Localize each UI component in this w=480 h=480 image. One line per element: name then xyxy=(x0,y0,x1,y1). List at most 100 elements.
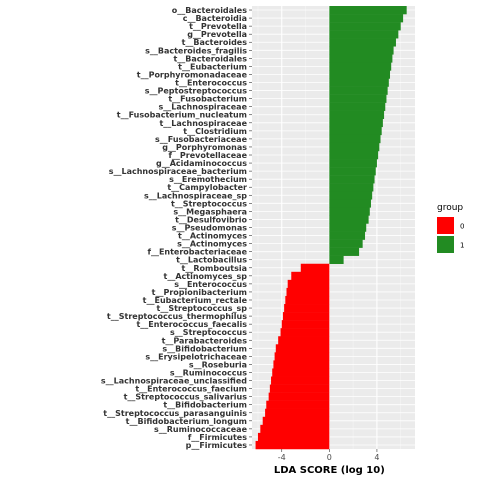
legend-swatch xyxy=(437,236,454,253)
category-label: g__Prevotella xyxy=(187,30,247,39)
category-label: s__Eremothecium xyxy=(169,175,247,184)
category-label: s__Bacteroides_fragilis xyxy=(145,46,247,55)
category-label: t__Romboutsia xyxy=(182,264,247,273)
category-label: s__Peptostreptococcus xyxy=(145,87,248,96)
x-tick-label: 0 xyxy=(327,453,332,462)
legend: group 0 1 xyxy=(437,203,464,253)
bar xyxy=(278,336,330,345)
bar xyxy=(329,231,366,240)
category-label: t__Lactobacillus xyxy=(176,256,247,265)
bar xyxy=(329,6,407,15)
category-label: s__Fusobacteriaceae xyxy=(155,135,248,144)
category-label: s__Enterococcus xyxy=(174,280,247,289)
category-label: t__Prevotella xyxy=(189,22,247,31)
category-label: t__Actinomyces xyxy=(178,232,247,241)
legend-label: 0 xyxy=(460,223,464,231)
bar xyxy=(285,295,330,305)
category-label: s__Bifidobacterium xyxy=(162,344,247,353)
category-label: s__Ruminococcus xyxy=(170,368,247,377)
category-label: t__Lachnospiraceae xyxy=(159,119,247,128)
category-label: t__Streptococcus_salivarius xyxy=(124,393,248,402)
bar xyxy=(329,62,392,71)
bar xyxy=(329,159,377,168)
bar xyxy=(266,400,330,409)
bar xyxy=(274,352,330,361)
category-label: t__Campylobacter xyxy=(167,183,247,192)
category-label: f__Firmicutes xyxy=(188,433,247,442)
category-label: s__Streptococcus xyxy=(170,328,247,337)
category-label: s__Roseburia xyxy=(189,360,247,369)
bar xyxy=(329,191,373,200)
category-label: t__Propionibacterium xyxy=(152,288,247,297)
bar xyxy=(329,134,381,144)
bar xyxy=(269,384,330,393)
category-label: t__Fusobacterium_nucleatum xyxy=(117,111,247,120)
bar xyxy=(329,22,401,31)
bar xyxy=(287,279,330,289)
x-axis-title: LDA SCORE (log 10) xyxy=(274,465,385,476)
bar xyxy=(282,312,330,321)
category-label: t__Bifidobacterium xyxy=(163,401,247,410)
category-label: t__Enterococcus_faecalis xyxy=(136,320,247,329)
bar xyxy=(265,408,330,418)
category-label: t__Fusobacterium xyxy=(168,95,247,104)
x-tick-label: 4 xyxy=(374,453,379,462)
bars-group xyxy=(255,6,407,450)
bar xyxy=(329,255,344,264)
category-label: g__Porphyromonas xyxy=(162,143,247,152)
category-label: o__Bacteroidales xyxy=(172,6,247,15)
bar xyxy=(329,86,388,95)
category-label: s__Ruminococcaceae xyxy=(154,425,248,434)
category-label: t__Desulfovibrio xyxy=(175,215,247,224)
bar xyxy=(329,247,360,256)
category-label: g__Acidaminococcus xyxy=(156,159,247,168)
category-label: t__Enterococcus xyxy=(175,79,247,88)
bar xyxy=(329,126,382,136)
bar xyxy=(329,150,379,160)
category-label: t__Streptococcus_parasanguinis xyxy=(103,409,247,418)
bar xyxy=(255,440,330,450)
category-label: t__Actinomyces_sp xyxy=(164,272,248,281)
category-label: t__Bacteroidales xyxy=(173,54,247,63)
bar xyxy=(329,110,385,120)
bar xyxy=(329,183,374,192)
bar xyxy=(286,287,330,297)
bar xyxy=(257,432,330,442)
category-label: t__Bifidobacterium_longum xyxy=(126,417,247,426)
category-label: t__Clostridium xyxy=(183,127,247,136)
category-label: t__Streptococcus_sp xyxy=(157,304,248,313)
category-label: t__Eubacterium xyxy=(178,62,247,71)
bar xyxy=(329,223,367,232)
category-label: t__Bacteroides xyxy=(182,38,248,47)
category-label: t__Streptococcus_thermophilus xyxy=(107,312,247,321)
bar xyxy=(271,376,330,385)
bar xyxy=(280,328,330,337)
category-label: s__Lachnospiraceae_bacterium xyxy=(109,167,247,176)
x-tick-labels: -4 0 4 xyxy=(278,449,379,462)
category-label: t__Enterococcus_faecium xyxy=(135,385,247,394)
bar xyxy=(329,167,376,176)
bar xyxy=(329,14,404,23)
bar xyxy=(329,142,380,152)
category-label: s__Lachnospiraceae_unclassified xyxy=(101,377,247,386)
bar xyxy=(300,263,330,273)
x-tick-label: -4 xyxy=(278,453,286,462)
category-label: t__Parabacteroides xyxy=(162,336,248,345)
bar xyxy=(291,271,330,281)
bar xyxy=(275,344,330,353)
category-label: p__Firmicutes xyxy=(186,441,248,450)
category-label: f__Enterobacteriaceae xyxy=(147,248,247,257)
bar xyxy=(329,207,370,216)
bar xyxy=(262,416,330,426)
category-label: s__Pseudomonas xyxy=(172,224,248,233)
bar xyxy=(329,199,371,208)
bar xyxy=(329,215,369,224)
category-label: c__Bacteroidia xyxy=(183,14,247,23)
bar xyxy=(273,360,330,369)
bar xyxy=(284,304,330,313)
category-labels: o__Bacteroidalesc__Bacteroidiat__Prevote… xyxy=(101,6,252,450)
bar xyxy=(329,78,389,87)
category-label: t__Streptococcus xyxy=(171,199,247,208)
bar xyxy=(281,320,330,329)
